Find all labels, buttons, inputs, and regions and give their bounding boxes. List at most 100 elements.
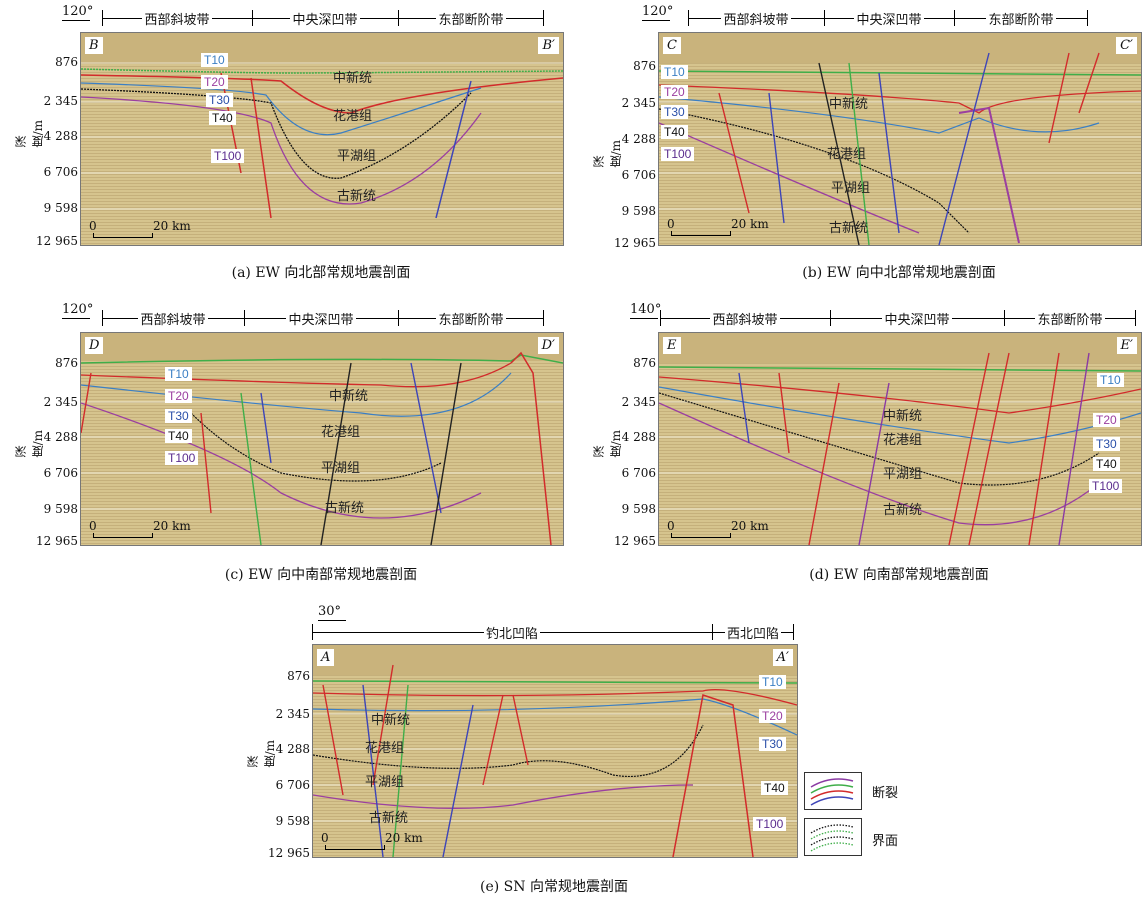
scale-bar: 0 20 km xyxy=(89,219,209,238)
zone-east-step: 东部断阶带 xyxy=(398,308,544,328)
depth-tick: 2 345 xyxy=(43,94,78,108)
section-left-label: E xyxy=(663,337,681,354)
legend-interface-label: 界面 xyxy=(872,834,899,849)
section-right-label: C′ xyxy=(1116,37,1137,54)
scale-bar: 0 20 km xyxy=(667,217,787,236)
legend-fault-label: 断裂 xyxy=(872,786,899,801)
horizon-t10-label: T10 xyxy=(165,367,192,381)
scale-bar: 0 20 km xyxy=(667,519,787,538)
zone-xibei-sag: 西北凹陷 xyxy=(712,622,794,642)
section-right-label: D′ xyxy=(537,337,559,354)
unit-pinghu: 平湖组 xyxy=(321,461,361,476)
depth-tick: 6 706 xyxy=(43,466,78,480)
unit-paleogene: 古新统 xyxy=(829,221,869,236)
depth-tick: 876 xyxy=(55,55,78,69)
depth-tick: 4 288 xyxy=(43,430,78,444)
unit-pinghu: 平湖组 xyxy=(365,775,405,790)
depth-tick: 876 xyxy=(633,356,656,370)
horizon-t10-label: T10 xyxy=(661,65,688,79)
depth-tick: 12 965 xyxy=(614,534,656,548)
azimuth-label: 140° xyxy=(630,302,662,319)
panel-caption: (e) SN 向常规地震剖面 xyxy=(480,879,628,895)
depth-tick: 6 706 xyxy=(621,168,656,182)
unit-miocene: 中新统 xyxy=(333,71,373,86)
depth-tick: 9 598 xyxy=(621,502,656,516)
zone-bar: 钓北凹陷 西北凹陷 xyxy=(312,622,796,642)
section-right-label: B′ xyxy=(538,37,559,54)
depth-tick: 9 598 xyxy=(43,502,78,516)
seismic-section: A A′ T10 T20 T30 T40 T100 中新统 花港组 平湖组 古新… xyxy=(312,644,798,858)
section-left-label: B xyxy=(85,37,103,54)
depth-tick: 12 965 xyxy=(614,236,656,250)
horizon-t30-label: T30 xyxy=(661,105,688,119)
azimuth-label: 120° xyxy=(62,302,94,319)
unit-huagang: 花港组 xyxy=(321,425,361,440)
zone-east-step: 东部断阶带 xyxy=(1004,308,1136,328)
horizon-t20-label: T20 xyxy=(201,75,228,89)
unit-huagang: 花港组 xyxy=(827,147,867,162)
section-left-label: D xyxy=(85,337,104,354)
depth-tick: 9 598 xyxy=(43,201,78,215)
panel-caption: (b) EW 向中北部常规地震剖面 xyxy=(802,265,996,281)
depth-tick: 2 345 xyxy=(621,96,656,110)
panel-caption: (c) EW 向中南部常规地震剖面 xyxy=(224,567,418,583)
depth-tick: 9 598 xyxy=(621,204,656,218)
unit-miocene: 中新统 xyxy=(829,97,869,112)
legend-fault-swatch xyxy=(804,772,862,810)
zone-bar: 西部斜坡带 中央深凹带 东部断阶带 xyxy=(660,8,1096,28)
unit-miocene: 中新统 xyxy=(329,389,369,404)
zone-west-slope: 西部斜坡带 xyxy=(688,8,824,28)
scale-bar: 0 20 km xyxy=(89,519,209,538)
depth-tick: 12 965 xyxy=(36,534,78,548)
section-right-label: E′ xyxy=(1116,337,1137,354)
horizon-t20-label: T20 xyxy=(661,85,688,99)
seismic-image xyxy=(659,33,1141,245)
depth-tick: 2 345 xyxy=(621,395,656,409)
horizon-t30-label: T30 xyxy=(759,737,786,751)
zone-central-sag: 中央深凹带 xyxy=(252,8,398,28)
depth-tick: 876 xyxy=(55,356,78,370)
zone-east-step: 东部断阶带 xyxy=(954,8,1088,28)
horizon-t40-label: T40 xyxy=(661,125,688,139)
unit-paleogene: 古新统 xyxy=(325,501,365,516)
depth-tick: 4 288 xyxy=(275,742,310,756)
section-right-label: A′ xyxy=(772,649,793,666)
depth-tick: 2 345 xyxy=(43,395,78,409)
horizon-t20-label: T20 xyxy=(1093,413,1120,427)
horizon-t100-label: T100 xyxy=(1089,479,1123,493)
zone-west-slope: 西部斜坡带 xyxy=(102,308,244,328)
horizon-t100-label: T100 xyxy=(753,817,787,831)
horizon-t100-label: T100 xyxy=(211,149,245,163)
horizon-t20-label: T20 xyxy=(165,389,192,403)
depth-tick: 2 345 xyxy=(275,707,310,721)
seismic-image xyxy=(313,645,797,857)
zone-bar: 西部斜坡带 中央深凹带 东部断阶带 xyxy=(660,308,1138,328)
horizon-t40-label: T40 xyxy=(1093,457,1120,471)
zone-bar: 西部斜坡带 中央深凹带 东部断阶带 xyxy=(80,308,546,328)
zone-central-sag: 中央深凹带 xyxy=(824,8,954,28)
unit-huagang: 花港组 xyxy=(333,109,373,124)
zone-central-sag: 中央深凹带 xyxy=(830,308,1004,328)
legend-interface-swatch xyxy=(804,818,862,856)
depth-tick: 4 288 xyxy=(43,129,78,143)
unit-miocene: 中新统 xyxy=(883,409,923,424)
unit-pinghu: 平湖组 xyxy=(831,181,871,196)
horizon-t100-label: T100 xyxy=(165,451,199,465)
seismic-section: B B′ T10 T20 T30 T40 T100 中新统 花港组 平湖组 古新… xyxy=(80,32,564,246)
depth-tick: 876 xyxy=(287,669,310,683)
panel-caption: (a) EW 向北部常规地震剖面 xyxy=(231,265,411,281)
zone-west-slope: 西部斜坡带 xyxy=(660,308,830,328)
azimuth-label: 30° xyxy=(318,604,347,621)
seismic-image xyxy=(81,33,563,245)
horizon-t10-label: T10 xyxy=(759,675,786,689)
section-left-label: C xyxy=(663,37,681,54)
seismic-image xyxy=(659,333,1141,545)
horizon-t30-label: T30 xyxy=(206,93,233,107)
depth-tick: 6 706 xyxy=(275,778,310,792)
unit-miocene: 中新统 xyxy=(371,713,411,728)
unit-paleogene: 古新统 xyxy=(369,811,409,826)
azimuth-label: 120° xyxy=(62,4,94,21)
zone-bar: 西部斜坡带 中央深凹带 东部断阶带 xyxy=(80,8,546,28)
horizon-t40-label: T40 xyxy=(209,111,236,125)
zone-diaobei-sag: 钓北凹陷 xyxy=(312,622,712,642)
